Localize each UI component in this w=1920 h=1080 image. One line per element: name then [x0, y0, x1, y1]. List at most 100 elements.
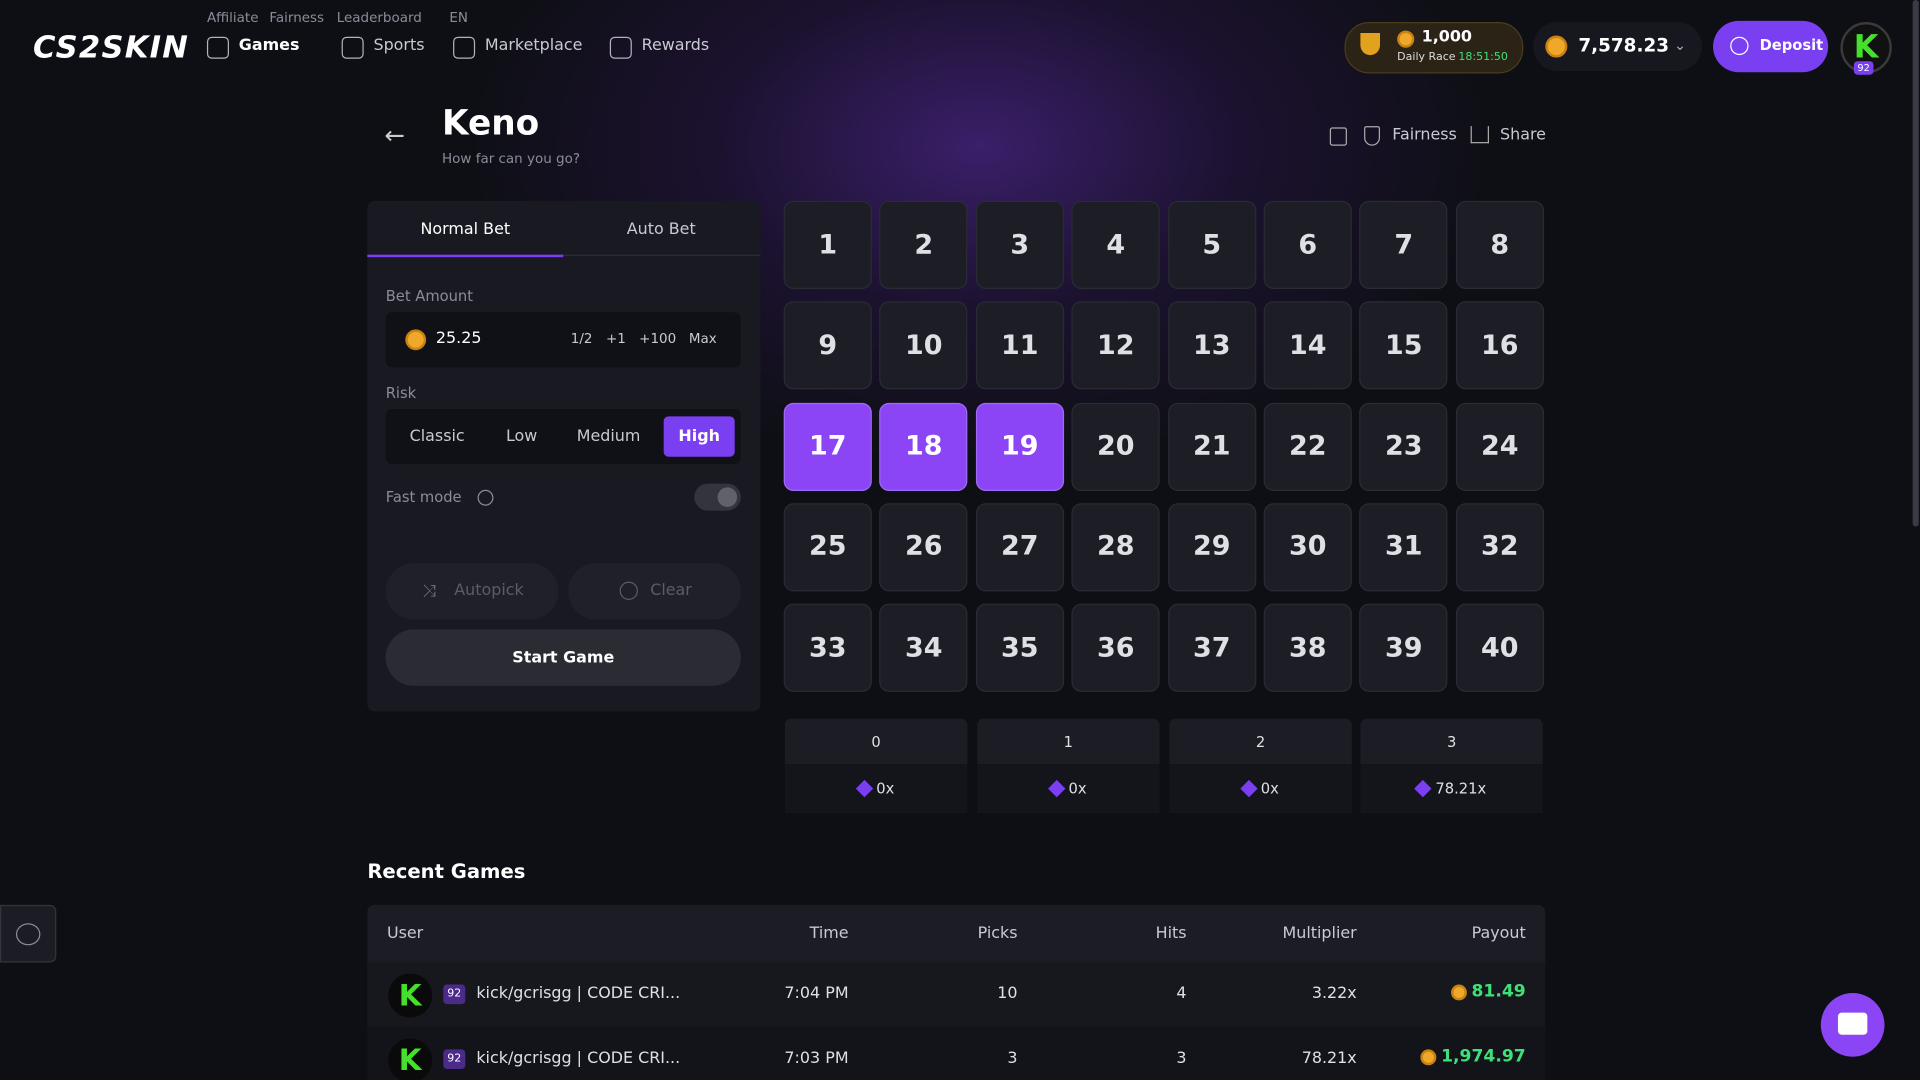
scrollbar[interactable]	[1912, 0, 1919, 527]
sound-icon[interactable]	[1329, 127, 1347, 146]
keno-tile[interactable]: 38	[1263, 603, 1352, 693]
amount-button[interactable]: 1/2	[570, 330, 593, 347]
keno-tile[interactable]: 39	[1359, 603, 1448, 693]
user-name[interactable]: kick/gcrisgg | CODE CRI...	[476, 984, 681, 1003]
user-avatar[interactable]: K	[388, 973, 433, 1018]
keno-tile[interactable]: 12	[1071, 301, 1160, 390]
keno-tile[interactable]: 13	[1167, 301, 1256, 390]
keno-tile[interactable]: 2	[879, 200, 968, 289]
chat-toggle[interactable]	[0, 904, 57, 963]
race-box[interactable]: 1,000 Daily Race 18:51:50	[1344, 22, 1524, 74]
keno-tile[interactable]: 6	[1263, 200, 1352, 289]
keno-tile[interactable]: 37	[1167, 603, 1256, 693]
cell: 7:03 PM	[784, 1049, 849, 1068]
label: Fast mode	[385, 488, 462, 506]
keno-tile[interactable]: 28	[1071, 503, 1160, 592]
keno-tile[interactable]: 9	[783, 301, 872, 390]
keno-tile[interactable]: 15	[1359, 301, 1448, 390]
deposit-button[interactable]: Deposit	[1713, 20, 1829, 73]
keno-tile[interactable]: 29	[1167, 503, 1256, 592]
race-label: Daily Race	[1397, 51, 1456, 64]
trophy	[1360, 33, 1381, 56]
clear-button[interactable]: Clear	[568, 563, 741, 620]
keno-tile[interactable]: 25	[783, 503, 872, 592]
keno-tile[interactable]: 23	[1359, 402, 1448, 491]
keno-tile[interactable]: 22	[1263, 402, 1352, 491]
back-arrow[interactable]: ←	[384, 120, 406, 150]
nav-link[interactable]: Rewards	[641, 36, 710, 56]
keno-tile[interactable]: 17	[783, 402, 872, 491]
keno-tile[interactable]: 4	[1071, 200, 1160, 289]
keno-tile[interactable]: 20	[1071, 402, 1160, 491]
keno-tile[interactable]: 19	[975, 402, 1064, 491]
share-link[interactable]: Share	[1500, 126, 1546, 145]
cell: 4	[1176, 984, 1187, 1003]
autopick-button[interactable]: ⤨ Autopick	[385, 563, 559, 620]
user-name[interactable]: kick/gcrisgg | CODE CRI...	[476, 1049, 681, 1068]
keno-tile[interactable]: 21	[1167, 402, 1256, 491]
keno-tile[interactable]: 35	[975, 603, 1064, 693]
keno-tile[interactable]: 14	[1263, 301, 1352, 390]
keno-tile[interactable]: 10	[879, 301, 968, 390]
share-icon[interactable]	[1470, 126, 1489, 144]
amount-button[interactable]: +1	[605, 330, 626, 347]
amount-button[interactable]: Max	[688, 330, 717, 347]
level-badge: 92	[1853, 61, 1874, 75]
top-link[interactable]: Leaderboard	[336, 9, 422, 26]
keno-tile[interactable]: 32	[1455, 503, 1544, 592]
nav-link[interactable]: Marketplace	[484, 36, 583, 56]
fairness-link[interactable]: Fairness	[1392, 126, 1457, 145]
keno-tile[interactable]: 11	[975, 301, 1064, 390]
tab[interactable]: Auto Bet	[626, 220, 696, 239]
keno-tile[interactable]: 1	[783, 200, 872, 289]
keno-tile[interactable]: 36	[1071, 603, 1160, 693]
nav-link[interactable]: Sports	[373, 36, 425, 56]
level-badge: 92	[443, 984, 466, 1005]
risk-option[interactable]: Classic	[409, 427, 465, 446]
keno-tile[interactable]: 24	[1455, 402, 1544, 491]
risk-option[interactable]: High	[663, 416, 735, 457]
toggle-knob	[717, 487, 738, 507]
amount-input[interactable]: 25.25 1/2 +1 +100 Max	[385, 312, 741, 368]
risk-option[interactable]: Low	[505, 427, 538, 446]
keno-tile[interactable]: 30	[1263, 503, 1352, 592]
keno-tile[interactable]: 16	[1455, 301, 1544, 390]
clear-icon	[619, 581, 638, 601]
shield-icon[interactable]	[1364, 126, 1381, 146]
start-button[interactable]: Start Game	[385, 629, 741, 686]
top-link[interactable]: Fairness	[269, 9, 325, 26]
label: Bet Amount	[385, 287, 474, 305]
coin-icon	[405, 329, 427, 351]
keno-tile[interactable]: 34	[879, 603, 968, 693]
gem-icon	[855, 779, 873, 798]
nav-icon	[453, 36, 476, 59]
top-link[interactable]: Affiliate	[206, 9, 259, 26]
payout: 1,974.97	[1441, 1046, 1526, 1067]
tab[interactable]: Normal Bet	[420, 220, 511, 239]
keno-tile[interactable]: 33	[783, 603, 872, 693]
support-button[interactable]	[1820, 993, 1885, 1057]
nav-link[interactable]: Games	[238, 36, 300, 56]
keno-tile[interactable]: 27	[975, 503, 1064, 592]
user-avatar[interactable]: K	[388, 1038, 433, 1080]
balance-box[interactable]: 7,578.23 ⌄	[1533, 22, 1703, 72]
logo[interactable]: CS2SKIN	[33, 29, 190, 65]
amount-button[interactable]: +100	[639, 330, 677, 347]
top-link[interactable]: EN	[449, 9, 468, 26]
risk-option[interactable]: Medium	[576, 427, 641, 446]
keno-tile[interactable]: 26	[879, 503, 968, 592]
column-header: User	[386, 924, 424, 943]
keno-tile[interactable]: 18	[879, 402, 968, 491]
payout-hits: 0	[784, 718, 968, 765]
deposit-icon	[1730, 36, 1749, 56]
keno-tile[interactable]: 8	[1455, 200, 1544, 289]
fast-mode-toggle[interactable]	[694, 483, 741, 511]
keno-tile[interactable]: 3	[975, 200, 1064, 289]
keno-tile[interactable]: 31	[1359, 503, 1448, 592]
keno-tile[interactable]: 5	[1167, 200, 1256, 289]
race-amount: 1,000	[1421, 28, 1472, 47]
payout: 81.49	[1471, 982, 1526, 1002]
keno-tile[interactable]: 40	[1455, 603, 1544, 693]
keno-tile[interactable]: 7	[1359, 200, 1448, 289]
